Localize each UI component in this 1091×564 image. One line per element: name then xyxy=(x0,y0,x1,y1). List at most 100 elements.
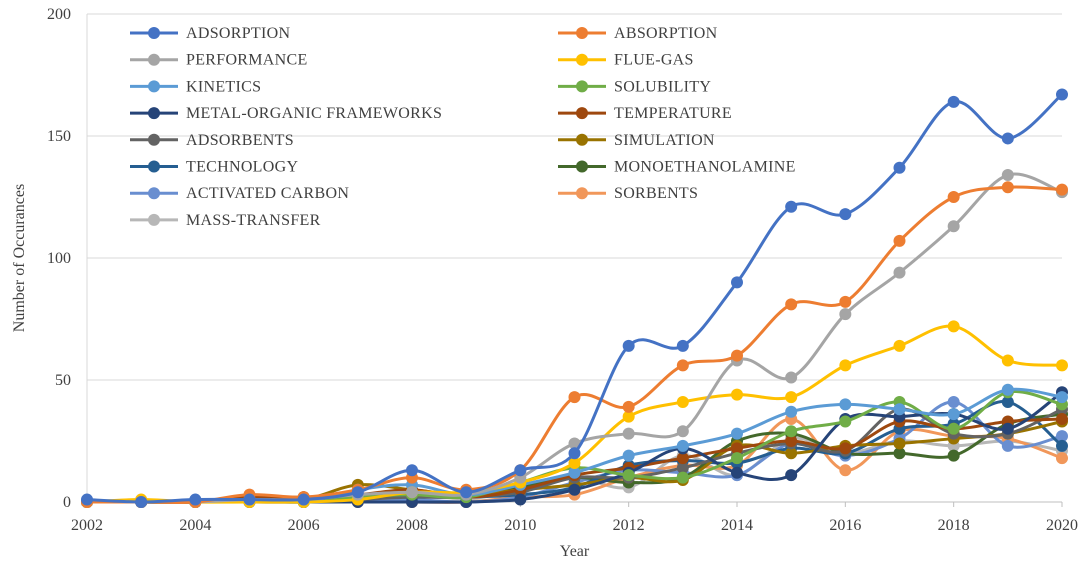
data-point xyxy=(785,425,798,438)
x-tick-label: 2012 xyxy=(613,517,645,534)
data-point xyxy=(785,405,798,418)
legend-swatch-marker xyxy=(148,27,160,39)
data-point xyxy=(947,95,960,108)
data-point xyxy=(893,437,906,450)
data-point xyxy=(406,486,418,499)
x-tick-label: 2004 xyxy=(179,517,211,534)
y-tick-label: 0 xyxy=(63,494,71,511)
data-point xyxy=(81,493,93,506)
data-point xyxy=(839,359,852,372)
data-point xyxy=(514,493,527,506)
axes: 0 50 100 150 200 2002 2004 2006 2008 2010 2012 2014… xyxy=(47,6,1078,534)
legend-swatch-marker xyxy=(148,160,160,173)
legend-swatch-marker xyxy=(576,53,588,66)
data-point xyxy=(785,469,798,482)
legend-label: ACTIVATED CARBON xyxy=(186,185,349,202)
legend-swatch-marker xyxy=(148,213,160,226)
legend-swatch-marker xyxy=(576,187,588,200)
data-point xyxy=(676,339,689,352)
data-point xyxy=(947,395,960,408)
data-point xyxy=(1001,354,1014,367)
legend-item-temperature: TEMPERATURE xyxy=(558,105,732,122)
data-point xyxy=(1001,395,1014,408)
data-point xyxy=(839,308,852,321)
data-point xyxy=(568,391,581,404)
data-point xyxy=(1001,181,1014,194)
data-point xyxy=(947,449,960,462)
legend-label: ABSORPTION xyxy=(614,25,718,42)
x-tick-label: 2016 xyxy=(829,517,861,534)
legend-item-simulation: SIMULATION xyxy=(558,132,715,149)
data-point xyxy=(1056,391,1068,404)
data-point xyxy=(947,191,960,203)
data-point xyxy=(676,425,689,438)
legend-label: MONOETHANOLAMINE xyxy=(614,159,796,176)
data-point xyxy=(676,471,689,484)
data-point xyxy=(406,464,418,477)
data-point xyxy=(189,493,202,506)
x-tick-label: 2002 xyxy=(71,517,103,534)
legend-label: METAL-ORGANIC FRAMEWORKS xyxy=(186,105,442,122)
legend-item-metal-organic-frameworks: METAL-ORGANIC FRAMEWORKS xyxy=(130,105,442,122)
x-tick-label: 2006 xyxy=(288,517,320,534)
data-point xyxy=(568,456,581,469)
legend-item-absorption: ABSORPTION xyxy=(558,25,718,42)
data-point xyxy=(676,452,689,465)
data-point xyxy=(785,435,798,447)
legend-label: MASS-TRANSFER xyxy=(186,212,321,229)
data-point xyxy=(785,200,798,213)
data-point xyxy=(785,391,798,404)
legend-item-sorbents: SORBENTS xyxy=(558,185,698,202)
legend-item-kinetics: KINETICS xyxy=(130,78,261,95)
data-point xyxy=(622,339,635,352)
data-point xyxy=(351,486,364,499)
data-point xyxy=(1056,183,1068,196)
data-point xyxy=(839,415,852,428)
legend-item-monoethanolamine: MONOETHANOLAMINE xyxy=(558,159,796,176)
legend-item-adsorption: ADSORPTION xyxy=(130,25,290,42)
data-point xyxy=(839,295,852,308)
data-point xyxy=(622,427,635,440)
legend-label: FLUE-GAS xyxy=(614,52,694,69)
data-point xyxy=(676,359,689,372)
data-point xyxy=(893,447,906,460)
y-tick-label: 200 xyxy=(47,6,71,23)
data-point xyxy=(514,464,527,477)
data-point xyxy=(1056,452,1068,465)
data-point xyxy=(731,427,743,440)
legend-label: SOLUBILITY xyxy=(614,78,711,95)
legend-swatch-marker xyxy=(148,133,160,146)
legend-swatch-marker xyxy=(576,160,588,173)
data-point xyxy=(839,464,852,477)
legend-item-performance: PERFORMANCE xyxy=(130,52,307,69)
x-tick-label: 2014 xyxy=(721,517,753,534)
data-point xyxy=(676,439,689,452)
data-point xyxy=(297,493,310,506)
legend-swatch-marker xyxy=(148,107,160,120)
data-point xyxy=(785,371,798,384)
legend-label: TEMPERATURE xyxy=(614,105,732,122)
data-point xyxy=(893,403,906,416)
data-point xyxy=(893,339,906,352)
y-tick-label: 100 xyxy=(47,250,71,267)
x-tick-label: 2010 xyxy=(504,517,536,534)
data-point xyxy=(839,208,852,221)
data-point xyxy=(893,266,906,279)
data-point xyxy=(622,410,635,423)
data-point xyxy=(947,408,960,421)
data-point xyxy=(243,493,256,506)
legend-item-activated-carbon: ACTIVATED CARBON xyxy=(130,185,349,202)
data-point xyxy=(1056,359,1068,372)
data-point xyxy=(135,496,148,508)
legend: ADSORPTION ABSORPTION PERFORMANCE FLUE-GAS K… xyxy=(130,25,796,229)
y-axis-title: Number of Occurances xyxy=(11,184,28,332)
data-point xyxy=(622,449,635,462)
data-point xyxy=(731,276,743,289)
legend-swatch-marker xyxy=(148,187,160,200)
data-point xyxy=(622,469,635,482)
x-tick-label: 2008 xyxy=(396,517,428,534)
data-point xyxy=(731,442,743,455)
legend-swatch-marker xyxy=(576,133,588,146)
data-point xyxy=(1001,383,1014,396)
data-point xyxy=(947,320,960,333)
